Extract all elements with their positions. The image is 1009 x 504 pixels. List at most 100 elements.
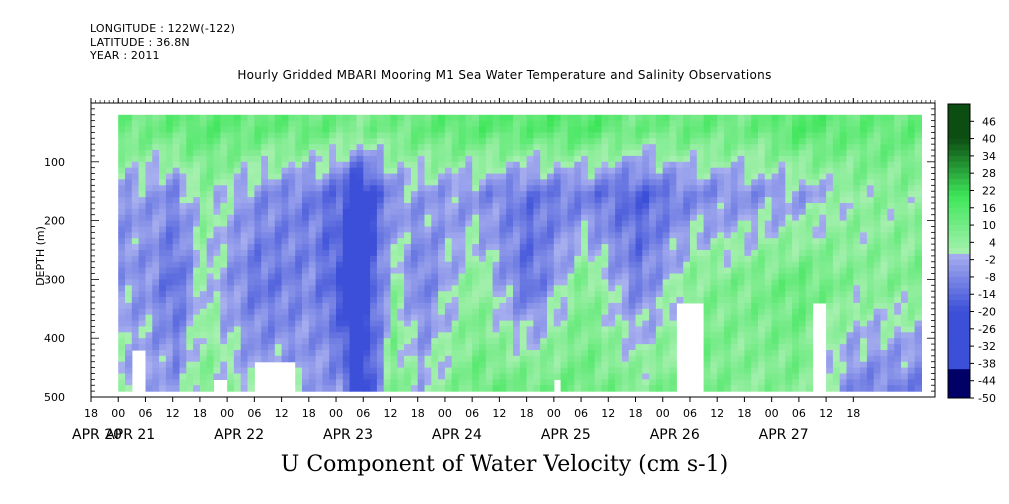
field-cell	[832, 302, 841, 310]
field-cell	[581, 255, 589, 263]
field-cell	[479, 250, 487, 257]
field-cell	[540, 373, 548, 380]
field-cell	[227, 208, 235, 216]
field-cell	[758, 273, 766, 280]
field-cell	[513, 150, 521, 157]
field-cell	[131, 232, 140, 239]
field-cell	[547, 385, 555, 392]
field-cell	[349, 191, 357, 198]
field-cell	[240, 173, 249, 181]
field-cell	[587, 226, 596, 233]
field-cell	[288, 132, 296, 139]
field-cell	[683, 285, 691, 292]
field-cell	[744, 344, 752, 351]
field-cell	[247, 373, 255, 380]
field-cell	[587, 308, 596, 316]
field-cell	[159, 132, 167, 139]
field-cell	[390, 138, 398, 145]
field-cell	[826, 238, 834, 245]
field-cell	[274, 308, 283, 316]
field-cell	[247, 179, 255, 186]
field-cell	[601, 302, 609, 310]
field-cell	[615, 297, 623, 304]
field-cell	[717, 238, 725, 245]
field-cell	[553, 185, 562, 192]
field-cell	[744, 191, 752, 198]
field-cell	[206, 314, 215, 322]
field-cell	[669, 326, 677, 333]
field-cell	[574, 291, 582, 298]
field-cell	[492, 132, 500, 139]
field-cell	[410, 179, 419, 186]
field-cell	[642, 320, 650, 328]
field-cell	[819, 132, 827, 139]
field-cell	[819, 120, 827, 128]
field-cell	[356, 261, 364, 269]
field-cell	[506, 250, 514, 257]
field-cell	[138, 161, 146, 169]
field-cell	[417, 179, 426, 186]
field-cell	[179, 338, 187, 345]
field-cell	[751, 361, 759, 369]
field-cell	[233, 244, 242, 251]
field-cell	[315, 273, 323, 280]
field-cell	[479, 126, 487, 133]
field-cell	[662, 320, 671, 328]
field-cell	[839, 250, 848, 257]
field-cell	[717, 132, 725, 139]
field-cell	[247, 167, 255, 175]
field-cell	[649, 291, 657, 298]
field-cell	[826, 191, 834, 198]
field-cell	[587, 267, 596, 275]
field-cell	[220, 226, 228, 233]
field-cell	[268, 191, 276, 198]
field-cell	[397, 291, 405, 298]
field-cell	[145, 197, 153, 204]
field-cell	[730, 232, 739, 239]
field-cell	[159, 173, 167, 181]
field-cell	[199, 114, 208, 122]
field-cell	[227, 344, 235, 351]
field-cell	[356, 179, 364, 186]
field-cell	[594, 167, 603, 175]
field-cell	[547, 308, 555, 316]
field-cell	[213, 285, 221, 292]
field-cell	[805, 226, 814, 233]
field-cell	[764, 126, 773, 133]
field-cell	[349, 167, 357, 175]
field-cell	[227, 185, 235, 192]
field-cell	[832, 179, 841, 186]
field-cell	[349, 302, 357, 310]
field-cell	[526, 350, 534, 357]
field-cell	[145, 191, 153, 198]
field-cell	[479, 308, 487, 316]
field-cell	[649, 155, 657, 163]
field-cell	[465, 238, 473, 245]
field-cell	[608, 344, 616, 351]
field-cell	[547, 344, 555, 351]
field-cell	[233, 114, 242, 122]
field-cell	[669, 385, 677, 392]
field-cell	[165, 367, 174, 375]
field-cell	[356, 297, 364, 304]
field-cell	[526, 203, 534, 210]
field-cell	[329, 150, 337, 157]
field-cell	[145, 173, 153, 181]
field-cell	[424, 285, 432, 292]
field-cell	[410, 373, 419, 380]
field-cell	[213, 244, 221, 251]
field-cell	[315, 373, 323, 380]
field-cell	[485, 285, 494, 292]
field-cell	[404, 167, 412, 175]
field-cell	[193, 179, 201, 186]
field-cell	[540, 379, 548, 386]
field-cell	[206, 379, 215, 386]
field-cell	[751, 285, 759, 292]
field-cell	[649, 167, 657, 175]
field-cell	[227, 291, 235, 298]
field-cell	[220, 373, 228, 380]
field-cell	[186, 297, 194, 304]
field-cell	[431, 220, 439, 228]
field-cell	[213, 126, 221, 133]
field-cell	[513, 379, 521, 386]
